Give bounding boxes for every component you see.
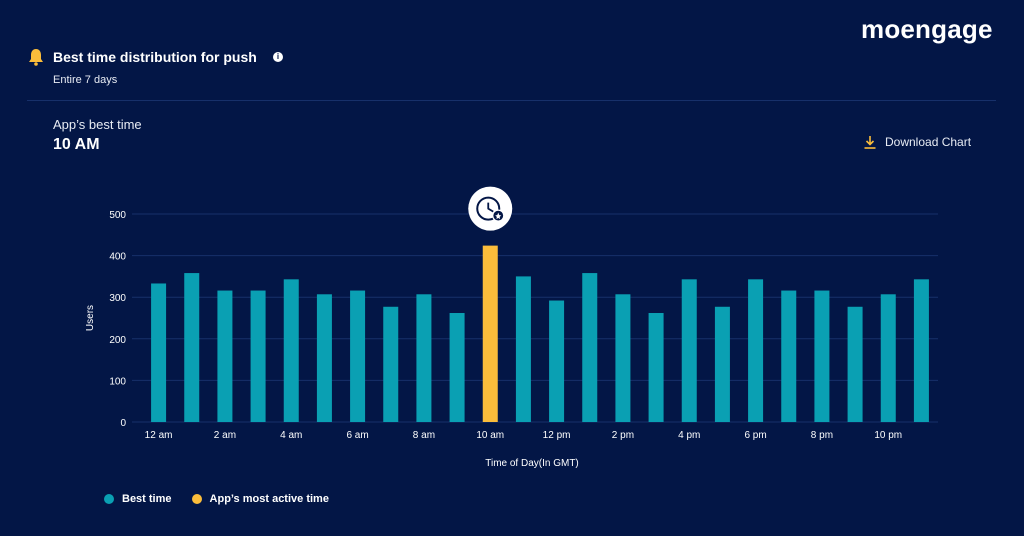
legend-item-most-active: App’s most active time	[191, 493, 329, 505]
bar	[515, 276, 531, 422]
legend-label-best-time: Best time	[122, 493, 172, 505]
x-tick-label: 4 pm	[678, 430, 700, 441]
legend-label-most-active: App’s most active time	[209, 493, 329, 505]
bar	[316, 294, 332, 422]
x-tick-label: 8 pm	[811, 430, 833, 441]
bar	[648, 313, 664, 422]
x-tick-label: 4 am	[280, 430, 302, 441]
y-tick-label: 500	[109, 210, 126, 221]
x-tick-label: 6 am	[346, 430, 368, 441]
legend-swatch-best-time	[104, 494, 114, 504]
bar	[217, 290, 233, 422]
x-tick-label: 2 am	[214, 430, 236, 441]
bar	[681, 279, 697, 422]
chart-subtitle: Entire 7 days	[53, 74, 118, 86]
bar	[781, 290, 797, 422]
x-tick-label: 8 am	[413, 430, 435, 441]
download-chart-button[interactable]: Download Chart	[864, 135, 971, 149]
bar	[814, 290, 830, 422]
download-icon	[864, 135, 876, 149]
bar	[549, 300, 565, 422]
bar	[748, 279, 764, 422]
x-tick-label: 6 pm	[744, 430, 766, 441]
bar	[880, 294, 896, 422]
bar	[449, 313, 465, 422]
info-icon[interactable]: i	[273, 52, 283, 62]
legend: Best time App’s most active time	[104, 493, 329, 505]
x-tick-label: 12 am	[145, 430, 173, 441]
divider	[27, 100, 996, 101]
legend-item-best-time: Best time	[104, 493, 172, 505]
clock-icon	[468, 186, 513, 231]
chart-title: Best time distribution for push	[53, 49, 257, 65]
y-tick-label: 200	[109, 335, 126, 346]
x-tick-label: 10 pm	[874, 430, 902, 441]
bar	[582, 273, 598, 422]
bar	[250, 290, 266, 422]
bar	[151, 283, 167, 422]
y-tick-label: 0	[120, 418, 126, 429]
y-tick-label: 100	[109, 376, 126, 387]
x-tick-label: 2 pm	[612, 430, 634, 441]
legend-swatch-most-active	[191, 494, 202, 504]
x-axis-label: Time of Day(In GMT)	[485, 458, 579, 469]
bar	[714, 306, 730, 422]
bar	[350, 290, 366, 422]
y-tick-label: 300	[109, 293, 126, 304]
bell-icon	[29, 49, 43, 66]
bar	[416, 294, 432, 422]
y-axis-label: Users	[85, 305, 96, 331]
moengage-logo: moengage	[861, 14, 993, 44]
bar	[283, 279, 299, 422]
bar-most-active	[482, 245, 498, 422]
bar	[615, 294, 631, 422]
x-tick-label: 12 pm	[543, 430, 571, 441]
best-time-label: App’s best time	[53, 117, 142, 132]
y-tick-label: 400	[109, 252, 126, 263]
bar	[847, 306, 863, 422]
download-chart-label: Download Chart	[885, 135, 972, 149]
best-time-value: 10 AM	[53, 136, 100, 153]
bar	[913, 279, 929, 422]
x-tick-label: 10 am	[476, 430, 504, 441]
bar	[383, 306, 399, 422]
bar	[184, 273, 200, 422]
